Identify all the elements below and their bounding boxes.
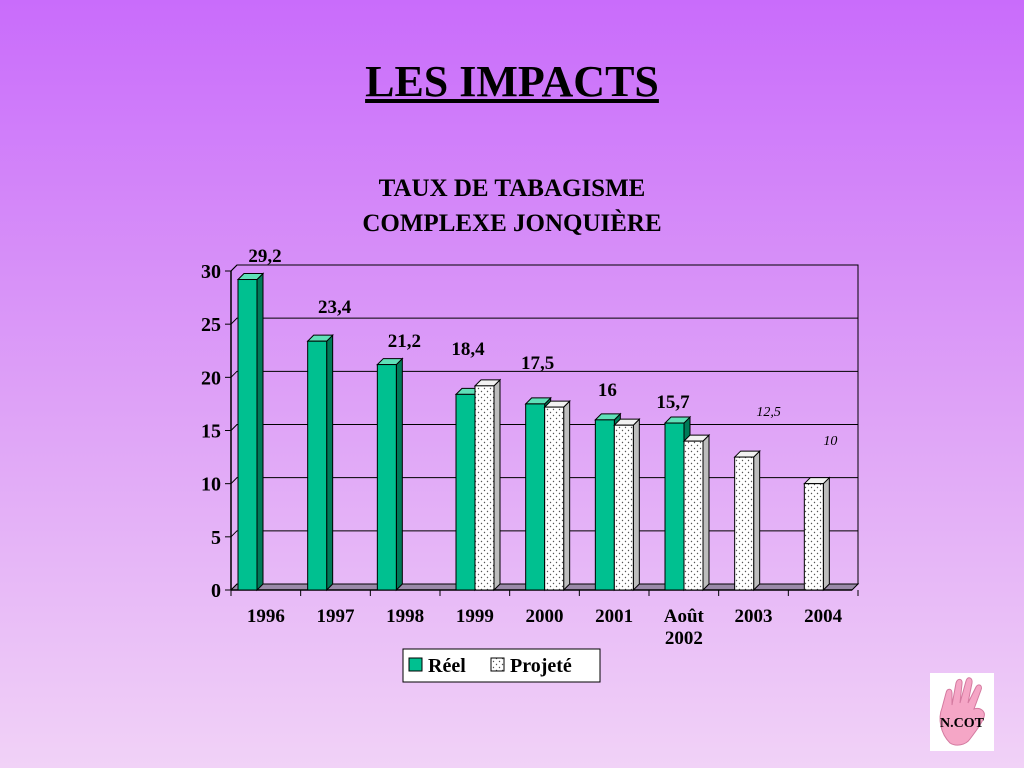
legend-label-reel: Réel: [428, 655, 466, 677]
bar-projete: [613, 417, 641, 592]
gridline: [230, 424, 858, 431]
x-tick-label: 1999: [456, 606, 494, 627]
data-label: 12,5: [756, 405, 781, 420]
bar-front: [664, 422, 685, 591]
y-tick-label: 0: [211, 580, 221, 602]
bar-reel: [236, 272, 265, 592]
y-tick-label: 30: [201, 261, 221, 283]
bar-front: [683, 440, 704, 591]
bar-projete: [473, 378, 502, 592]
chart-subtitle: COMPLEXE JONQUIÈRE: [362, 209, 661, 237]
bar-reel: [306, 333, 334, 592]
ncot-logo: N.COT: [930, 673, 994, 751]
data-label: 23,4: [318, 297, 352, 318]
bar-front: [376, 364, 397, 591]
chart-title: TAUX DE TABAGISME: [379, 175, 646, 202]
bar-front: [525, 403, 546, 591]
bar-projete: [682, 433, 711, 592]
bar-front: [237, 279, 258, 591]
bar-side: [822, 476, 830, 592]
bar-front: [307, 340, 328, 591]
y-tick-label: 15: [201, 421, 221, 443]
y-tick-label: 10: [201, 474, 221, 496]
hand-icon: [939, 677, 985, 746]
legend-label-projete: Projeté: [510, 655, 572, 677]
bar-side: [632, 417, 640, 592]
data-label: 16: [598, 380, 617, 401]
bar-side: [493, 378, 501, 592]
gridline: [230, 264, 858, 272]
x-tick-label: 1996: [247, 606, 285, 627]
gridline: [230, 530, 858, 538]
bar-side: [702, 433, 710, 592]
x-tick-label: 1997: [317, 606, 356, 627]
bar-reel: [376, 357, 404, 592]
bar-front: [803, 483, 824, 591]
gridline: [230, 317, 858, 325]
bar-side: [256, 272, 264, 592]
plot-area: 0 5 10 15 20 25 30 1996 1997 1998 1999 2000 2001 Août…: [201, 246, 860, 649]
y-tick-label: 20: [201, 367, 221, 389]
gridline: [230, 370, 858, 378]
data-label: 17,5: [521, 353, 554, 374]
bar-side: [753, 449, 761, 592]
bar-projete: [543, 399, 571, 592]
slide-title: LES IMPACTS: [365, 57, 659, 106]
bar-front: [734, 456, 755, 591]
x-tick-label: 2003: [735, 606, 773, 627]
x-tick-label: 2001: [595, 606, 633, 627]
gridline: [230, 477, 858, 485]
bar-front: [455, 393, 476, 591]
legend-swatch-projete: [490, 657, 505, 672]
bar-projete: [733, 449, 761, 592]
y-tick-label: 5: [211, 527, 221, 549]
x-tick-label: 1998: [386, 606, 424, 627]
bar-front: [594, 419, 615, 591]
bar-front: [613, 424, 634, 591]
bar-side: [395, 357, 403, 592]
data-label: 21,2: [388, 331, 421, 352]
data-label: 29,2: [248, 246, 281, 267]
bar-front: [474, 385, 495, 591]
legend: Réel Projeté: [402, 648, 601, 683]
bar-side: [326, 333, 334, 592]
logo-text: N.COT: [940, 716, 985, 731]
x-tick-label: Août 2002: [664, 606, 705, 649]
data-label: 18,4: [451, 339, 485, 360]
x-tick-label: 2000: [526, 606, 564, 627]
bar-front: [544, 406, 565, 591]
bar-projete: [803, 476, 831, 592]
bar-side: [563, 399, 571, 592]
y-tick-label: 25: [201, 314, 221, 336]
x-tick-label: 2004: [804, 606, 843, 627]
data-label: 10: [823, 434, 837, 449]
data-label: 15,7: [656, 392, 690, 413]
legend-swatch-reel: [408, 657, 423, 672]
